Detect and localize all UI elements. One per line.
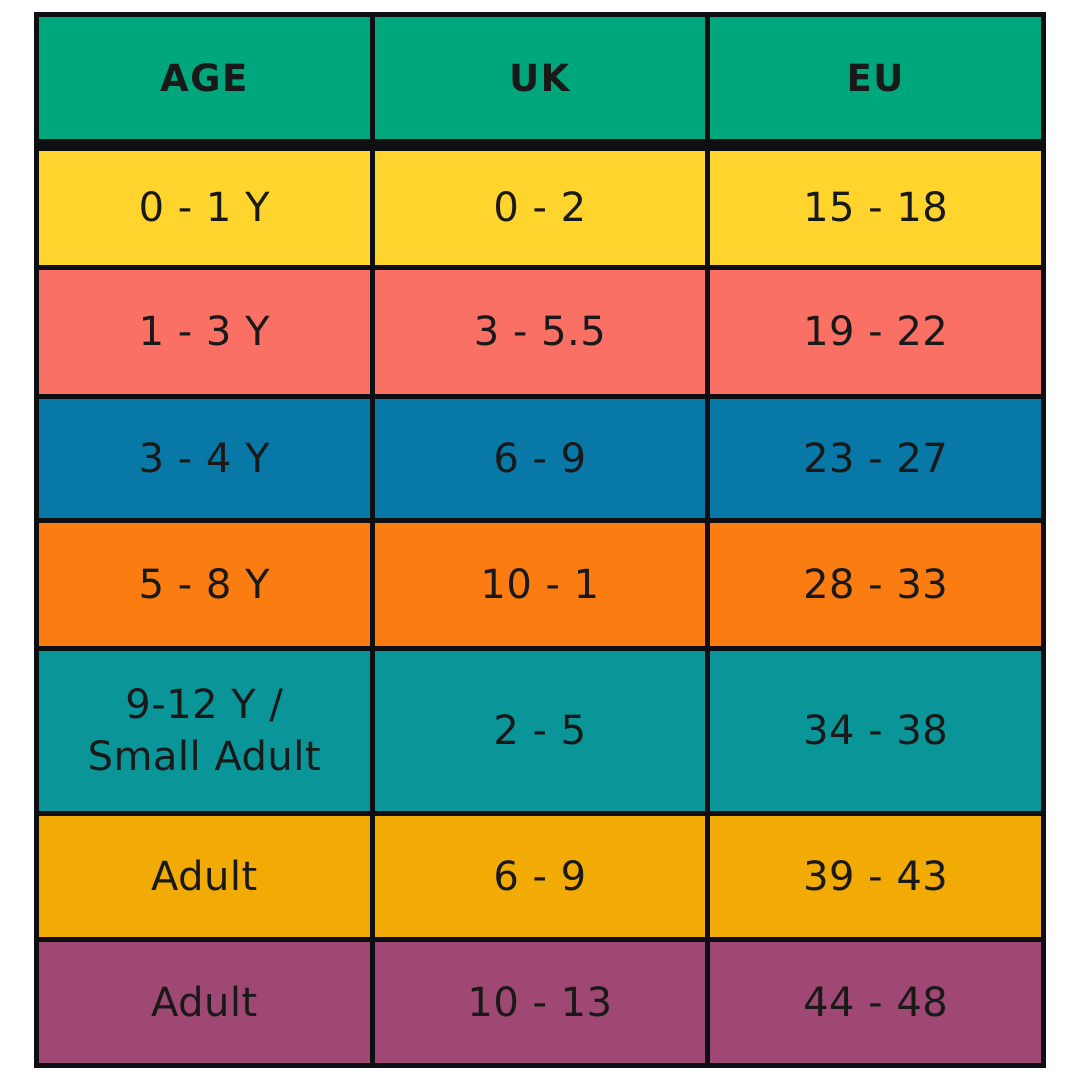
age-cell-line1: 9-12 Y / [125, 682, 284, 729]
age-cell-line2: Small Adult [87, 734, 322, 781]
table-row: 3 - 4 Y 6 - 9 23 - 27 [34, 394, 1046, 523]
column-header-uk: UK [369, 12, 711, 151]
eu-cell: 44 - 48 [705, 937, 1046, 1068]
table-row: Adult 6 - 9 39 - 43 [34, 810, 1046, 943]
age-cell: 9-12 Y / Small Adult [34, 646, 375, 816]
age-cell: 0 - 1 Y [34, 142, 375, 270]
size-chart-table: AGE UK EU 0 - 1 Y 0 - 2 15 - 18 1 - 3 Y … [34, 12, 1046, 1068]
table-row: 0 - 1 Y 0 - 2 15 - 18 [34, 142, 1046, 270]
header-row: AGE UK EU [34, 12, 1046, 151]
table-row: 1 - 3 Y 3 - 5.5 19 - 22 [34, 264, 1046, 400]
age-cell: 3 - 4 Y [34, 394, 375, 523]
eu-cell: 15 - 18 [705, 142, 1046, 270]
uk-cell: 10 - 1 [369, 517, 711, 652]
uk-cell: 6 - 9 [369, 394, 711, 523]
age-cell: 5 - 8 Y [34, 517, 375, 652]
uk-cell: 6 - 9 [369, 810, 711, 943]
column-header-eu: EU [705, 12, 1046, 151]
age-cell: Adult [34, 810, 375, 943]
uk-cell: 10 - 13 [369, 937, 711, 1068]
uk-cell: 2 - 5 [369, 646, 711, 816]
eu-cell: 34 - 38 [705, 646, 1046, 816]
age-cell: Adult [34, 937, 375, 1068]
eu-cell: 28 - 33 [705, 517, 1046, 652]
column-header-age: AGE [34, 12, 375, 151]
uk-cell: 0 - 2 [369, 142, 711, 270]
age-cell: 1 - 3 Y [34, 264, 375, 400]
table-row: 9-12 Y / Small Adult 2 - 5 34 - 38 [34, 646, 1046, 816]
eu-cell: 23 - 27 [705, 394, 1046, 523]
eu-cell: 19 - 22 [705, 264, 1046, 400]
table-row: 5 - 8 Y 10 - 1 28 - 33 [34, 517, 1046, 652]
table-row: Adult 10 - 13 44 - 48 [34, 937, 1046, 1068]
eu-cell: 39 - 43 [705, 810, 1046, 943]
uk-cell: 3 - 5.5 [369, 264, 711, 400]
